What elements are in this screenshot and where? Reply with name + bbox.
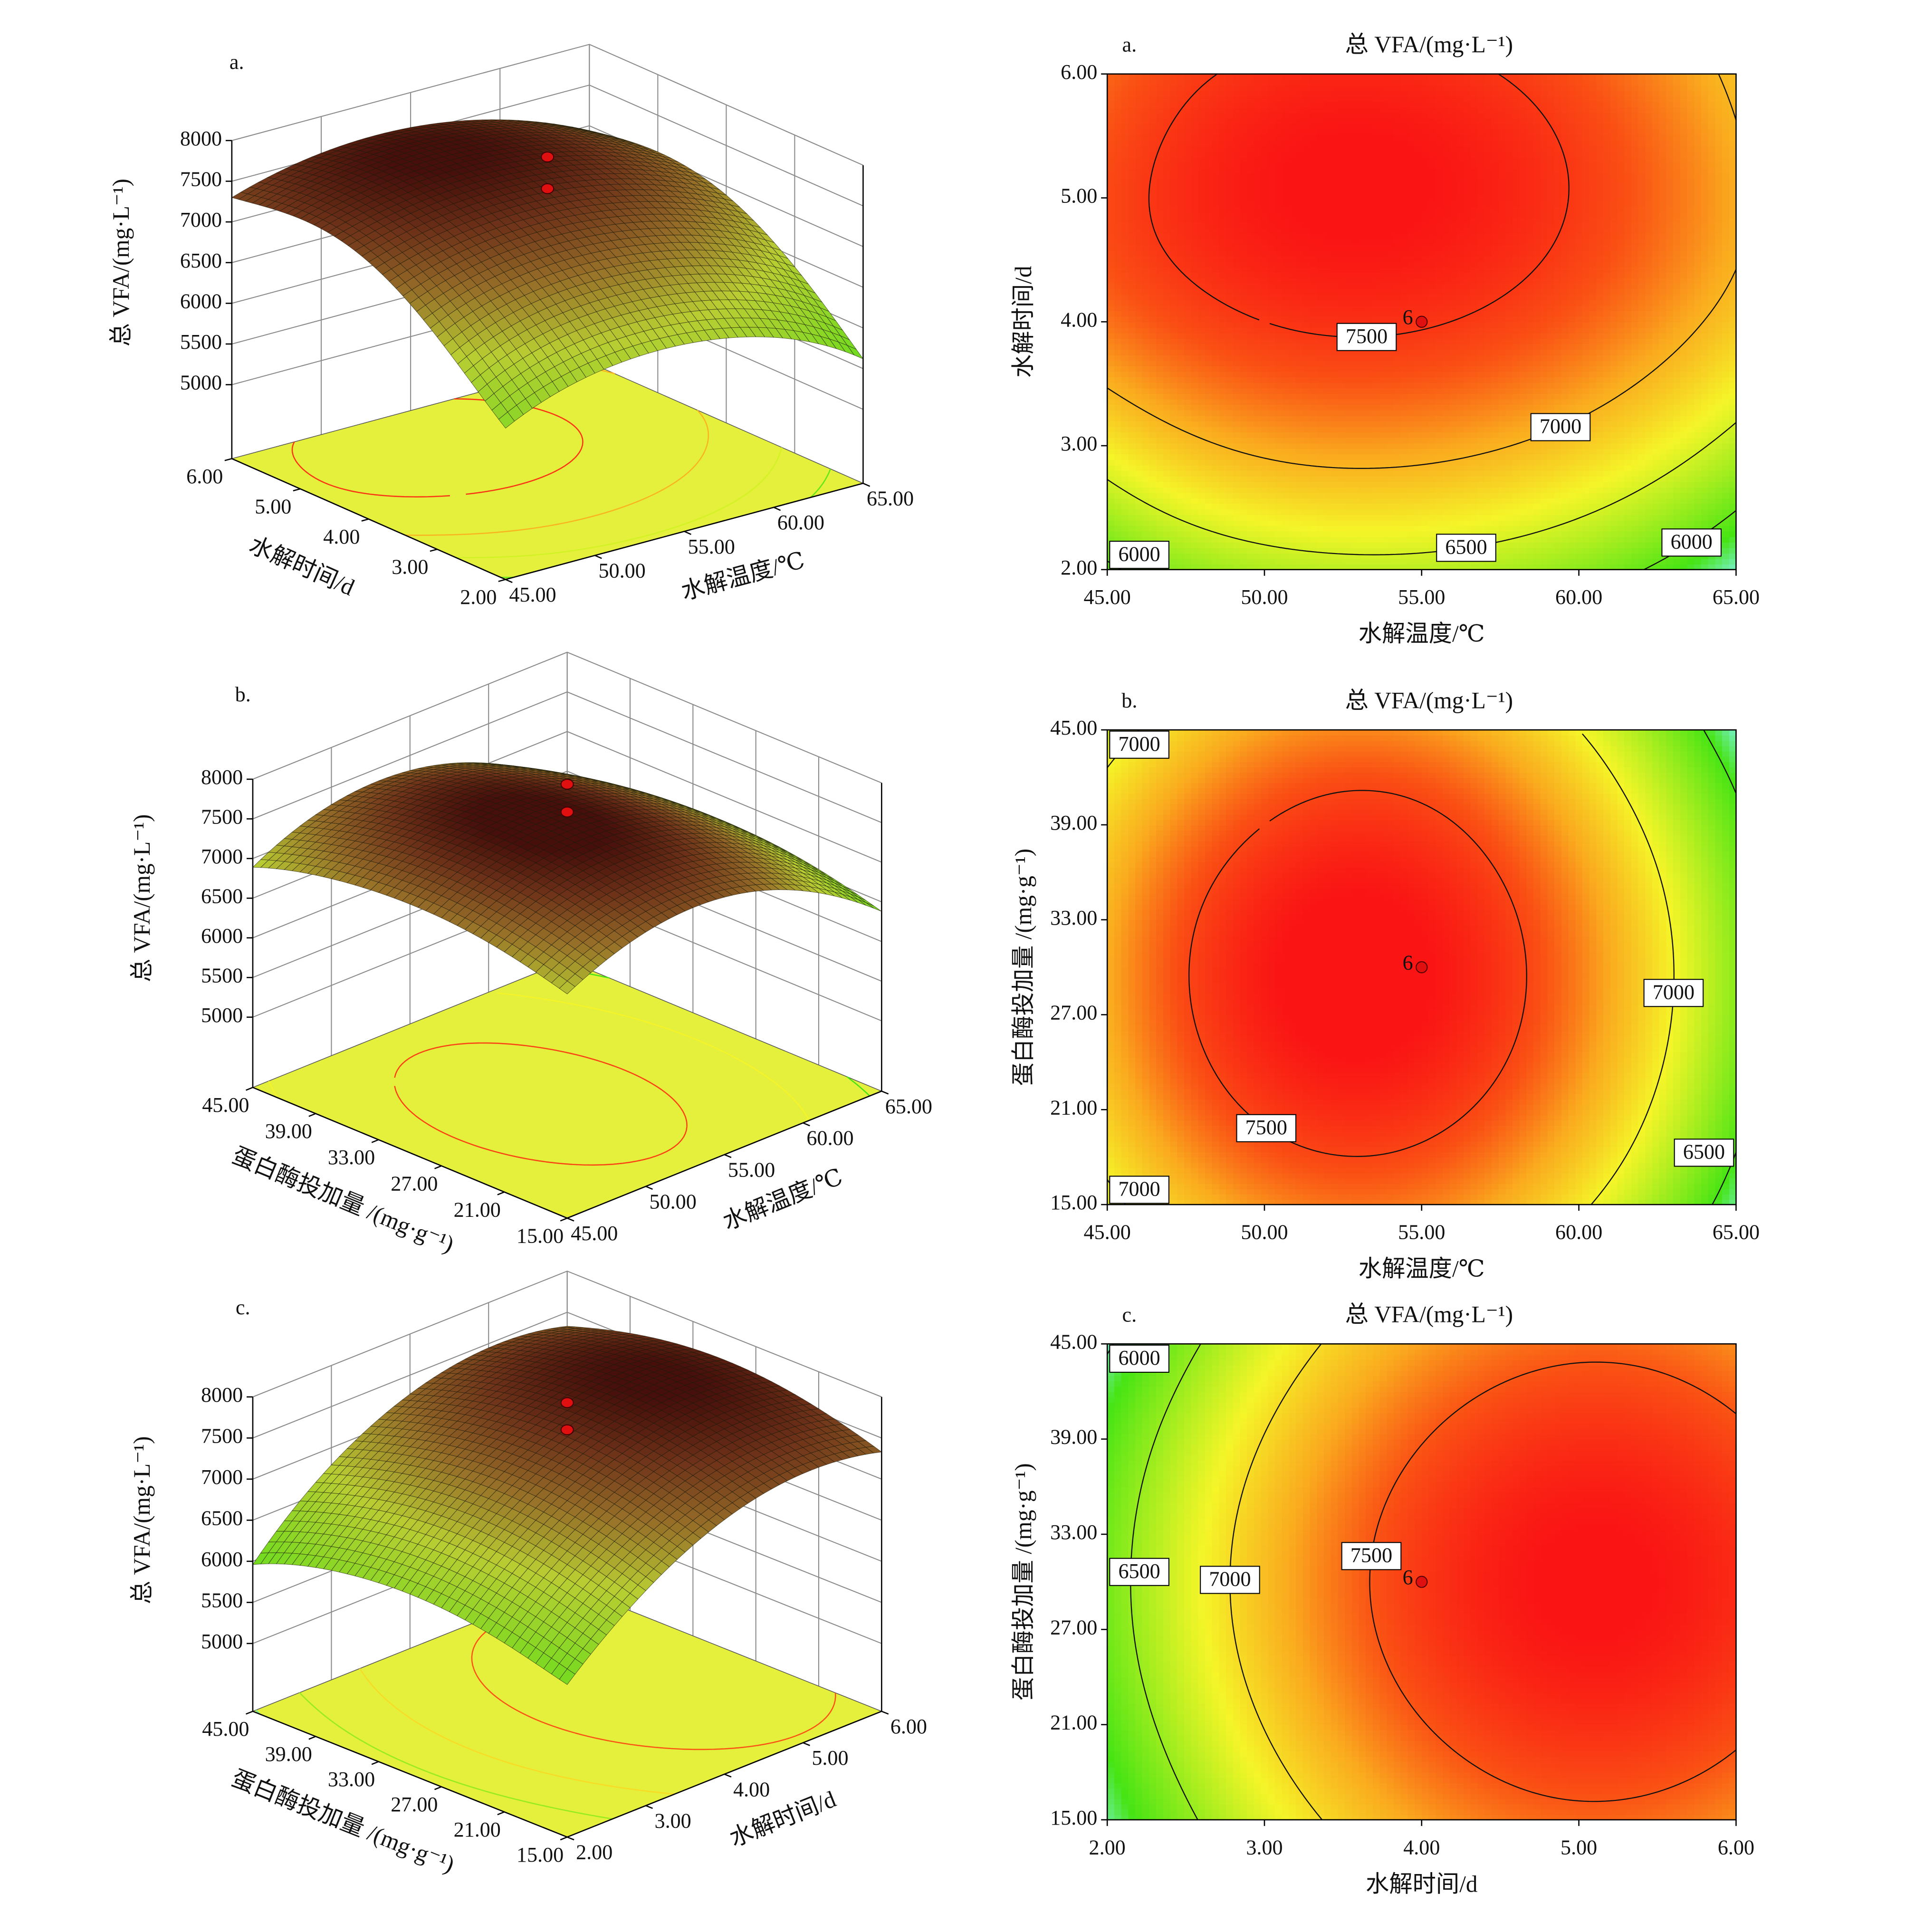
figure: 45.0050.0055.0060.0065.002.003.004.005.0… (0, 0, 1905, 1932)
page: 45.00 50.00 55.00 60.00 65.00 2.00 3.00 4.00 5.0… (0, 0, 1905, 1932)
